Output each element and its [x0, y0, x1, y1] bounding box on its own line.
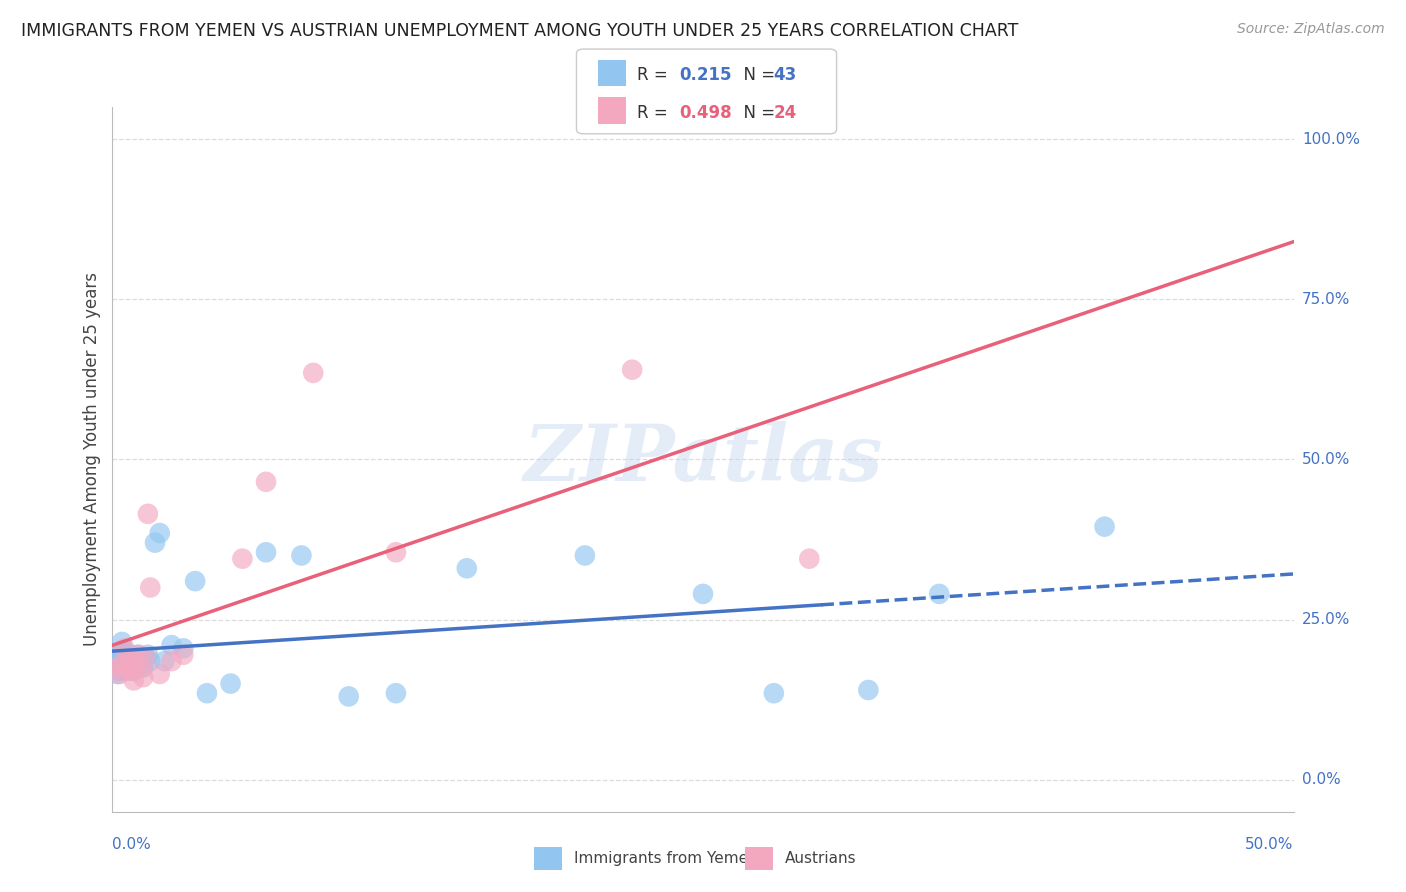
- Point: [132, 670, 155, 684]
- Point: [125, 654, 148, 668]
- Text: 0.0%: 0.0%: [112, 837, 152, 852]
- Point: [160, 638, 183, 652]
- Text: Austrians: Austrians: [785, 852, 856, 866]
- Point: [105, 660, 128, 674]
- Point: [139, 581, 162, 595]
- Text: N =: N =: [733, 103, 780, 121]
- Point: [129, 660, 152, 674]
- Point: [112, 644, 135, 658]
- Text: 0.215: 0.215: [679, 66, 731, 84]
- Text: 0.0%: 0.0%: [1302, 772, 1340, 787]
- Point: [143, 535, 166, 549]
- Point: [136, 648, 159, 662]
- Point: [337, 690, 360, 704]
- Point: [385, 545, 408, 559]
- Text: 24: 24: [773, 103, 797, 121]
- Point: [120, 657, 142, 672]
- Point: [153, 654, 176, 668]
- Text: 0.498: 0.498: [679, 103, 731, 121]
- Point: [108, 660, 131, 674]
- Point: [149, 667, 172, 681]
- Point: [111, 657, 134, 672]
- Y-axis label: Unemployment Among Youth under 25 years: Unemployment Among Youth under 25 years: [83, 272, 101, 647]
- Point: [105, 648, 128, 662]
- Point: [115, 664, 138, 678]
- Point: [254, 475, 277, 489]
- Point: [456, 561, 478, 575]
- Point: [254, 545, 277, 559]
- Text: ZIPatlas: ZIPatlas: [523, 421, 883, 498]
- Text: 25.0%: 25.0%: [1302, 612, 1350, 627]
- Point: [122, 664, 145, 678]
- Point: [290, 549, 312, 563]
- Text: 100.0%: 100.0%: [1302, 132, 1360, 146]
- Text: 50.0%: 50.0%: [1246, 837, 1294, 852]
- Point: [127, 648, 149, 662]
- Point: [302, 366, 325, 380]
- Point: [928, 587, 950, 601]
- Text: R =: R =: [637, 66, 673, 84]
- Text: R =: R =: [637, 103, 673, 121]
- Point: [108, 664, 131, 678]
- Point: [195, 686, 218, 700]
- Point: [115, 654, 138, 668]
- Point: [111, 644, 134, 658]
- Point: [762, 686, 785, 700]
- Point: [125, 654, 148, 668]
- Text: IMMIGRANTS FROM YEMEN VS AUSTRIAN UNEMPLOYMENT AMONG YOUTH UNDER 25 YEARS CORREL: IMMIGRANTS FROM YEMEN VS AUSTRIAN UNEMPL…: [21, 22, 1018, 40]
- Point: [136, 507, 159, 521]
- Point: [219, 676, 242, 690]
- Point: [132, 660, 155, 674]
- Point: [115, 660, 138, 674]
- Point: [104, 654, 127, 668]
- Point: [231, 551, 253, 566]
- Point: [385, 686, 408, 700]
- Point: [112, 657, 135, 672]
- Point: [692, 587, 714, 601]
- Point: [129, 657, 152, 672]
- Point: [118, 651, 141, 665]
- Point: [118, 654, 141, 668]
- Point: [108, 667, 131, 681]
- Text: 50.0%: 50.0%: [1302, 452, 1350, 467]
- Text: Immigrants from Yemen: Immigrants from Yemen: [574, 852, 758, 866]
- Point: [135, 651, 157, 665]
- Text: 75.0%: 75.0%: [1302, 292, 1350, 307]
- Text: 43: 43: [773, 66, 797, 84]
- Point: [112, 641, 135, 656]
- Point: [135, 651, 157, 665]
- Point: [1094, 519, 1116, 533]
- Point: [799, 551, 821, 566]
- Point: [127, 648, 149, 662]
- Point: [118, 660, 141, 674]
- Point: [172, 648, 194, 662]
- Point: [120, 664, 142, 678]
- Point: [621, 362, 644, 376]
- Point: [172, 641, 194, 656]
- Point: [858, 683, 880, 698]
- Point: [160, 654, 183, 668]
- Point: [149, 526, 172, 541]
- Text: N =: N =: [733, 66, 780, 84]
- Point: [139, 654, 162, 668]
- Point: [574, 549, 596, 563]
- Point: [111, 635, 134, 649]
- Point: [184, 574, 207, 588]
- Point: [105, 667, 128, 681]
- Text: Source: ZipAtlas.com: Source: ZipAtlas.com: [1237, 22, 1385, 37]
- Point: [108, 654, 131, 668]
- Point: [120, 648, 142, 662]
- Point: [122, 673, 145, 688]
